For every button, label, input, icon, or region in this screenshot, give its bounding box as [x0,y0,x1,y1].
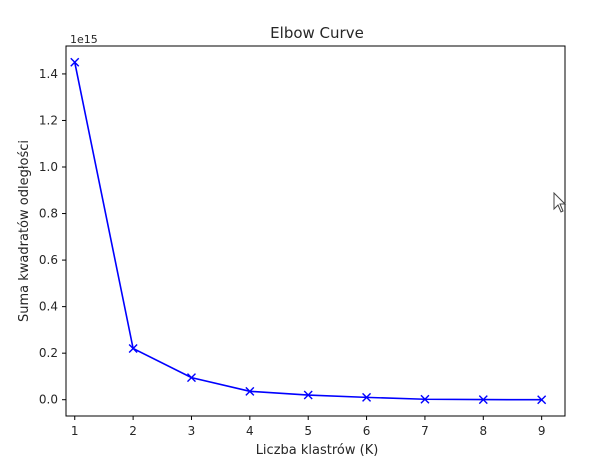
x-tick-label: 1 [71,424,79,438]
data-point-marker [186,373,196,383]
y-tick-label: 1.2 [39,113,58,127]
x-tick-label: 5 [304,424,312,438]
y-tick-label: 1.0 [39,160,58,174]
data-point-marker [478,395,488,405]
x-axis-label: Liczba klastrów (K) [256,443,379,456]
x-tick-label: 4 [246,424,254,438]
y-tick-label: 0.0 [39,393,58,407]
y-axis-label: Suma kwadratów odległości [17,140,32,322]
x-tick-label: 7 [421,424,429,438]
y-tick-label: 0.6 [39,253,58,267]
mouse-pointer-icon [553,192,567,213]
y-offset-label: 1e15 [70,33,98,46]
data-point-marker [70,57,80,67]
data-point-marker [245,386,255,396]
series-line [73,62,542,401]
y-tick-label: 0.8 [39,207,58,221]
data-point-marker [303,390,313,400]
x-tick-label: 6 [363,424,371,438]
y-tick-label: 1.4 [39,67,58,81]
y-tick-label: 0.4 [39,300,58,314]
x-tick-label: 2 [129,424,137,438]
x-tick-label: 8 [479,424,487,438]
x-tick-label: 3 [188,424,196,438]
y-tick-label: 0.2 [39,346,58,360]
plot-frame [65,45,566,417]
data-point-marker [362,392,372,402]
chart-title: Elbow Curve [270,24,364,42]
data-point-marker [128,344,138,354]
data-point-marker [537,395,547,405]
data-point-marker [420,394,430,404]
x-tick-label: 9 [538,424,546,438]
